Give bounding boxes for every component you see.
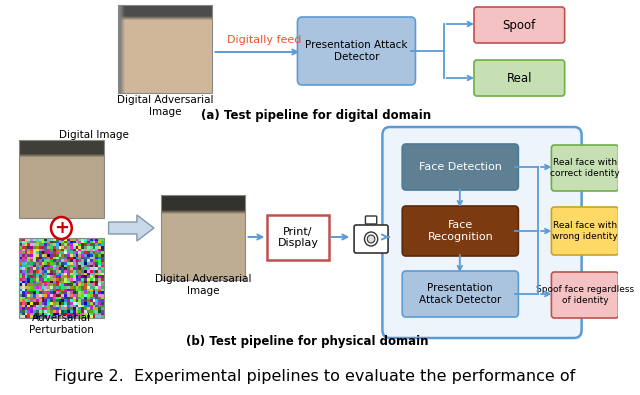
- Text: Presentation Attack
Detector: Presentation Attack Detector: [305, 40, 408, 62]
- Text: Adversarial
Perturbation: Adversarial Perturbation: [29, 313, 94, 335]
- FancyBboxPatch shape: [552, 272, 618, 318]
- Circle shape: [367, 235, 375, 243]
- FancyBboxPatch shape: [383, 127, 582, 338]
- Text: Face
Recognition: Face Recognition: [428, 220, 493, 242]
- Bar: [19, 238, 104, 318]
- Text: (b) Test pipeline for physical domain: (b) Test pipeline for physical domain: [186, 335, 428, 348]
- FancyBboxPatch shape: [365, 216, 377, 224]
- Text: Presentation
Attack Detector: Presentation Attack Detector: [419, 283, 501, 305]
- FancyBboxPatch shape: [474, 7, 564, 43]
- Text: Face Detection: Face Detection: [419, 162, 502, 172]
- FancyBboxPatch shape: [354, 225, 388, 253]
- Circle shape: [51, 217, 72, 239]
- Text: Digitally feed: Digitally feed: [227, 35, 301, 45]
- Polygon shape: [109, 215, 154, 241]
- Text: Real: Real: [507, 71, 532, 85]
- Text: Real face with
correct identity: Real face with correct identity: [550, 158, 620, 178]
- Text: Real face with
wrong identity: Real face with wrong identity: [552, 221, 618, 241]
- Text: +: +: [54, 219, 69, 237]
- Text: Digital Adversarial
Image: Digital Adversarial Image: [117, 95, 214, 117]
- Bar: [161, 195, 246, 280]
- FancyBboxPatch shape: [552, 145, 618, 191]
- Text: Spoof: Spoof: [502, 19, 536, 32]
- FancyBboxPatch shape: [402, 206, 518, 256]
- Text: Spoof face regardless
of identity: Spoof face regardless of identity: [536, 285, 634, 305]
- FancyBboxPatch shape: [298, 17, 415, 85]
- FancyBboxPatch shape: [402, 271, 518, 317]
- Bar: [118, 5, 212, 93]
- FancyBboxPatch shape: [474, 60, 564, 96]
- Text: Print/
Display: Print/ Display: [277, 227, 319, 248]
- Text: Figure 2.  Experimental pipelines to evaluate the performance of: Figure 2. Experimental pipelines to eval…: [54, 369, 575, 384]
- FancyBboxPatch shape: [402, 144, 518, 190]
- Bar: [268, 215, 328, 260]
- Text: Digital Image: Digital Image: [60, 130, 129, 140]
- Bar: [19, 140, 104, 218]
- Text: Digital Adversarial
Image: Digital Adversarial Image: [155, 274, 252, 296]
- Text: (a) Test pipeline for digital domain: (a) Test pipeline for digital domain: [201, 109, 431, 122]
- Circle shape: [364, 232, 378, 246]
- FancyBboxPatch shape: [552, 207, 618, 255]
